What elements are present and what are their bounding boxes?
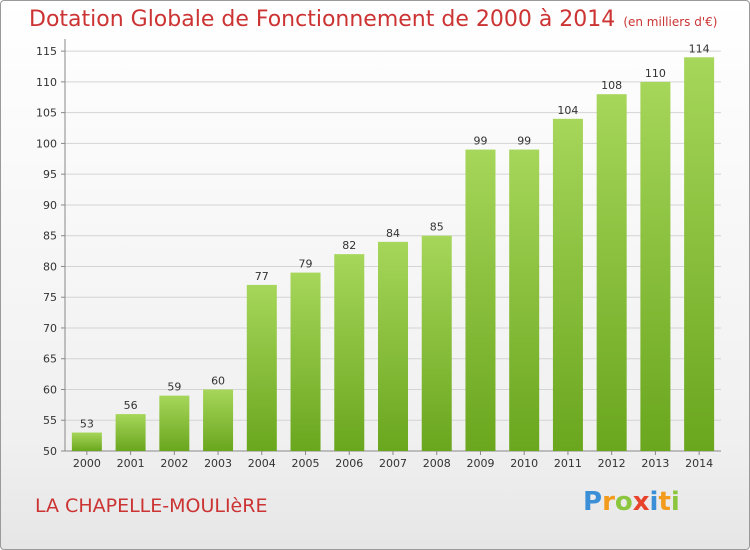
x-tick-label-2013: 2013 [641,457,669,470]
value-label-2008: 85 [430,221,444,234]
x-tick-label-2000: 2000 [73,457,101,470]
x-tick-label-2009: 2009 [466,457,494,470]
y-tick-label: 65 [43,353,57,366]
x-tick-label-2004: 2004 [248,457,276,470]
bar-2004 [246,284,277,451]
y-tick-label: 100 [36,137,57,150]
chart-title-text: Dotation Globale de Fonctionnement de 20… [29,7,616,32]
bar-2013 [640,81,671,451]
bar-2008 [421,235,452,451]
y-tick-label: 60 [43,383,57,396]
value-label-2001: 56 [124,399,138,412]
y-tick-label: 75 [43,291,57,304]
x-tick-label-2006: 2006 [335,457,363,470]
bar-2002 [159,395,190,451]
value-label-2004: 77 [255,270,269,283]
bar-2001 [115,414,146,451]
x-tick-label-2008: 2008 [423,457,451,470]
y-tick-label: 85 [43,230,57,243]
value-label-2010: 99 [517,135,531,148]
bar-2009 [465,149,496,452]
bar-2010 [509,149,540,452]
value-label-2013: 110 [645,67,666,80]
chart-unit-note: (en milliers d'€) [623,15,718,29]
x-tick-label-2003: 2003 [204,457,232,470]
y-tick-label: 95 [43,168,57,181]
bar-2012 [596,94,627,451]
value-label-2003: 60 [211,374,225,387]
y-tick-label: 55 [43,414,57,427]
y-tick-label: 70 [43,322,57,335]
x-tick-label-2002: 2002 [160,457,188,470]
bar-2006 [334,254,365,451]
bar-2007 [378,241,408,451]
value-label-2011: 104 [557,104,578,117]
y-tick-label: 50 [43,445,57,458]
x-tick-label-2012: 2012 [598,457,626,470]
x-tick-label-2014: 2014 [685,457,713,470]
labels: 50 55 60 65 70 75 80 85 90 95 100 105 110 115 53 2000 56… [36,42,713,470]
value-label-2012: 108 [601,79,622,92]
bar-2011 [552,118,583,452]
proxiti-logo: Proxiti [583,487,680,517]
bars [71,57,715,452]
y-tick-label: 115 [36,45,57,58]
y-tick-label: 90 [43,199,57,212]
x-tick-label-2011: 2011 [554,457,582,470]
value-label-2002: 59 [167,381,181,394]
value-label-2006: 82 [342,239,356,252]
y-tick-label: 110 [36,76,57,89]
value-label-2007: 84 [386,227,400,240]
value-label-2014: 114 [689,42,710,55]
x-tick-label-2007: 2007 [379,457,407,470]
bar-2005 [290,272,321,451]
y-tick-label: 80 [43,260,57,273]
value-label-2005: 79 [299,258,313,271]
x-tick-label-2010: 2010 [510,457,538,470]
bar-2014 [684,57,715,451]
y-tick-label: 105 [36,107,57,120]
chart-title: Dotation Globale de Fonctionnement de 20… [29,7,717,32]
bar-2003 [203,389,234,451]
value-label-2009: 99 [473,135,487,148]
x-tick-label-2001: 2001 [117,457,145,470]
commune-name: LA CHAPELLE-MOULIèRE [35,495,268,517]
bar-2000 [71,432,102,451]
value-label-2000: 53 [80,418,94,431]
x-tick-label-2005: 2005 [292,457,320,470]
